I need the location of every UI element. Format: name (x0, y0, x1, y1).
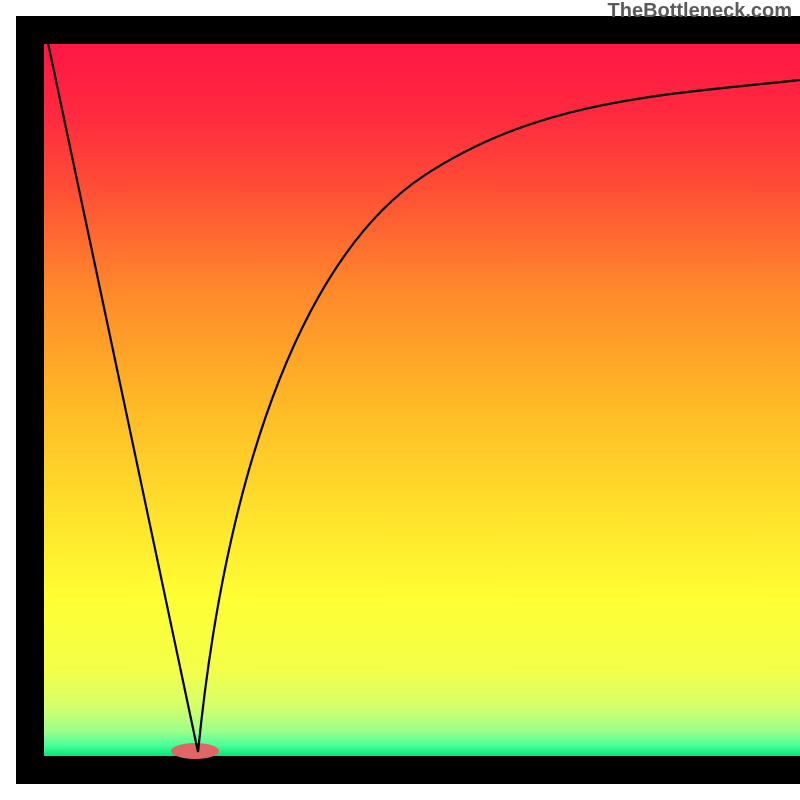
chart-container: TheBottleneck.com (0, 0, 800, 800)
plot-background (44, 44, 800, 756)
axis-bottom (16, 756, 800, 784)
optimum-marker (171, 743, 219, 759)
chart-svg (0, 0, 800, 800)
attribution-label: TheBottleneck.com (608, 0, 792, 23)
axis-left (16, 16, 44, 784)
